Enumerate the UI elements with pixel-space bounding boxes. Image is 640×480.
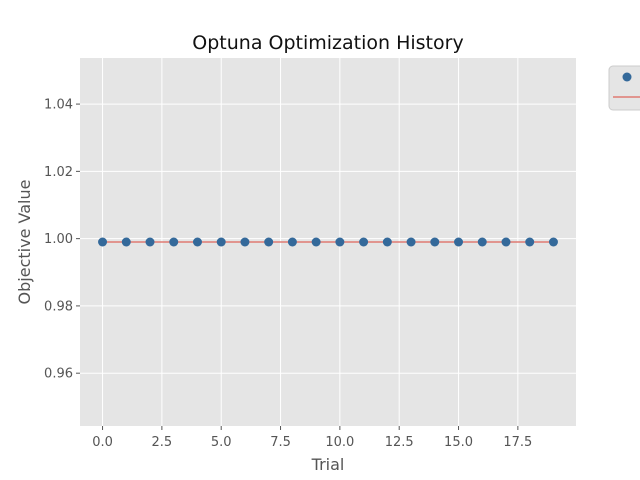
x-tick-label: 5.0 bbox=[211, 435, 232, 450]
scatter-point bbox=[430, 237, 440, 247]
legend bbox=[608, 65, 640, 111]
scatter-point bbox=[192, 237, 202, 247]
scatter-point bbox=[287, 237, 297, 247]
y-tick-label: 1.04 bbox=[44, 98, 73, 113]
y-axis-title: Objective Value bbox=[15, 180, 34, 305]
scatter-point bbox=[359, 237, 369, 247]
scatter-point bbox=[548, 237, 558, 247]
y-tick-label: 1.02 bbox=[44, 165, 73, 180]
x-tick-label: 10.0 bbox=[325, 435, 354, 450]
chart-title: Optuna Optimization History bbox=[192, 32, 463, 54]
scatter-point bbox=[454, 237, 464, 247]
scatter-point bbox=[406, 237, 416, 247]
scatter-point bbox=[264, 237, 274, 247]
scatter-point bbox=[169, 237, 179, 247]
scatter-point bbox=[335, 237, 345, 247]
x-tick-label: 7.5 bbox=[270, 435, 291, 450]
scatter-point bbox=[121, 237, 131, 247]
x-tick-label: 12.5 bbox=[385, 435, 414, 450]
x-tick-label: 15.0 bbox=[444, 435, 473, 450]
x-tick-label: 17.5 bbox=[503, 435, 532, 450]
scatter-point bbox=[311, 237, 321, 247]
scatter-point bbox=[98, 237, 108, 247]
y-axis-ticks: 0.96 0.98 1.00 1.02 1.04 bbox=[44, 98, 80, 382]
scatter-point bbox=[477, 237, 487, 247]
y-tick-label: 0.96 bbox=[44, 367, 73, 382]
x-axis-title: Trial bbox=[311, 455, 345, 474]
scatter-point bbox=[240, 237, 250, 247]
scatter-point bbox=[145, 237, 155, 247]
scatter-point bbox=[382, 237, 392, 247]
scatter-point bbox=[501, 237, 511, 247]
x-axis-ticks: 0.0 2.5 5.0 7.5 10.0 12.5 15.0 17.5 bbox=[92, 426, 532, 450]
x-tick-label: 2.5 bbox=[152, 435, 173, 450]
scatter-point bbox=[525, 237, 535, 247]
legend-box bbox=[608, 65, 640, 111]
legend-scatter-marker bbox=[622, 72, 632, 82]
y-tick-label: 1.00 bbox=[44, 232, 73, 247]
x-tick-label: 0.0 bbox=[92, 435, 113, 450]
scatter-series bbox=[98, 237, 558, 247]
scatter-point bbox=[216, 237, 226, 247]
y-tick-label: 0.98 bbox=[44, 299, 73, 314]
